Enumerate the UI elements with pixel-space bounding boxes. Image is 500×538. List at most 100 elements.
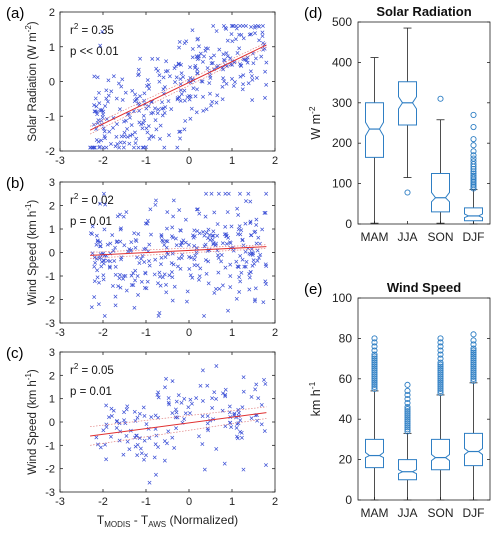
- data-point: [136, 101, 141, 106]
- data-point: [118, 239, 123, 244]
- data-point: [178, 136, 182, 141]
- x-tick-label: 1: [229, 155, 235, 167]
- data-point: [159, 262, 163, 267]
- data-point: [228, 62, 233, 67]
- data-point: [246, 191, 251, 196]
- y-tick-label: 200: [332, 136, 352, 150]
- data-point: [206, 428, 211, 433]
- data-point: [125, 112, 130, 117]
- data-point: [207, 81, 212, 86]
- outlier-point: [470, 152, 477, 159]
- data-point: [196, 56, 201, 61]
- data-point: [221, 52, 226, 57]
- data-point: [260, 227, 265, 232]
- data-point: [98, 240, 103, 245]
- data-point: [142, 413, 147, 418]
- data-point: [217, 47, 222, 52]
- data-point: [157, 73, 162, 78]
- data-point: [134, 433, 139, 438]
- data-point: [183, 217, 188, 222]
- data-point: [118, 140, 123, 145]
- x-tick-label: 1: [229, 496, 235, 508]
- data-point: [113, 264, 118, 269]
- data-point: [135, 442, 140, 447]
- data-point: [239, 435, 244, 440]
- data-point: [108, 434, 113, 439]
- data-point: [204, 271, 209, 276]
- data-point: [228, 285, 233, 290]
- data-point: [193, 94, 198, 99]
- data-point: [250, 74, 254, 78]
- data-point: [247, 32, 252, 37]
- category-label: DJF: [463, 230, 485, 244]
- x-tick-label: 2: [272, 496, 278, 508]
- box: [464, 207, 483, 222]
- data-point: [204, 230, 209, 235]
- data-point: [103, 442, 107, 447]
- data-point: [192, 263, 197, 268]
- data-point: [104, 425, 109, 429]
- data-point: [124, 407, 129, 412]
- data-point: [201, 108, 206, 113]
- confidence-bound: [89, 42, 267, 127]
- data-point: [99, 108, 104, 113]
- data-point: [263, 69, 268, 74]
- data-point: [190, 275, 195, 280]
- data-point: [92, 103, 97, 108]
- data-point: [154, 198, 158, 203]
- data-point: [143, 270, 148, 275]
- x-tick-label: 0: [186, 496, 192, 508]
- data-point: [188, 273, 193, 278]
- data-point: [263, 210, 268, 215]
- outlier-point: [404, 414, 411, 421]
- boxplot-panel-wind-speed: Wind Speed 0 20 40 60 80 100 km h-1 MAM JJA SON DJF: [307, 280, 491, 520]
- outlier-point: [371, 381, 378, 388]
- data-point: [98, 43, 103, 48]
- data-point: [238, 254, 243, 258]
- outlier-point: [470, 377, 477, 384]
- data-point: [184, 299, 189, 304]
- outlier-point: [470, 349, 477, 356]
- y-tick-label: 2: [49, 7, 55, 19]
- data-point: [98, 201, 103, 206]
- data-point: [114, 240, 119, 245]
- data-point: [104, 145, 109, 150]
- data-point: [243, 264, 248, 269]
- r-squared-label: r2 = 0.35: [70, 22, 114, 37]
- data-point: [107, 264, 112, 269]
- data-point: [154, 127, 159, 132]
- x-axis-label: TMODIS - TAWS (Normalized): [97, 513, 238, 529]
- data-point: [124, 210, 129, 215]
- data-point: [141, 121, 146, 126]
- data-point: [224, 81, 229, 86]
- data-point: [211, 23, 216, 28]
- regression-line: [90, 246, 267, 256]
- outlier-point: [470, 365, 477, 372]
- data-point: [240, 257, 245, 262]
- outlier-point: [470, 357, 477, 364]
- data-point: [167, 133, 171, 138]
- outlier-point: [437, 379, 444, 386]
- box: [464, 432, 483, 467]
- plot-frame: [357, 21, 491, 225]
- data-point: [89, 305, 94, 310]
- y-tick-label: 100: [332, 177, 352, 191]
- y-tick-label: 100: [332, 291, 352, 305]
- data-point: [215, 222, 220, 226]
- outlier-point: [470, 142, 477, 149]
- outlier-point: [470, 111, 477, 118]
- y-tick-label: 60: [339, 372, 353, 386]
- data-point: [227, 240, 232, 245]
- r-squared-label: r2 = 0.05: [70, 362, 114, 377]
- data-point: [105, 242, 110, 247]
- y-tick-label: 0: [49, 417, 55, 429]
- data-point: [214, 29, 219, 34]
- data-point: [186, 405, 191, 410]
- data-point: [109, 89, 114, 94]
- data-point: [241, 82, 246, 87]
- data-point: [228, 262, 233, 267]
- box: [431, 438, 450, 471]
- data-point: [203, 258, 208, 262]
- data-point: [149, 232, 153, 237]
- data-point: [240, 405, 245, 410]
